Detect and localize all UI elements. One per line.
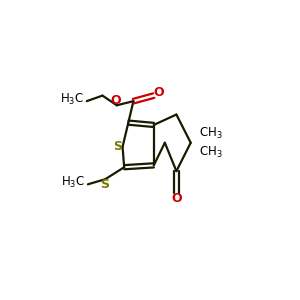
Text: O: O [110,94,121,107]
Text: CH$_3$: CH$_3$ [200,125,223,141]
Text: CH$_3$: CH$_3$ [200,145,223,160]
Text: H$_3$C: H$_3$C [60,92,85,107]
Text: S: S [113,140,122,153]
Text: O: O [154,86,164,99]
Text: O: O [171,192,182,205]
Text: H$_3$C: H$_3$C [61,176,85,190]
Text: S: S [100,178,109,191]
